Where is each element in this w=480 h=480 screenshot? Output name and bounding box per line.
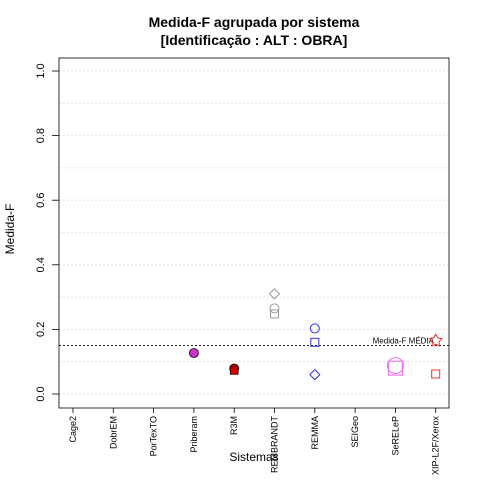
- data-point: [269, 303, 280, 314]
- y-tick-label: 0.8: [35, 128, 47, 143]
- x-tick-label: SeRELeP: [390, 416, 400, 456]
- data-point: [428, 333, 443, 347]
- x-tick-label: REMMA: [310, 416, 320, 450]
- data-point: [386, 357, 404, 375]
- reference-line-label: Medida-F MÉDIA: [373, 337, 435, 346]
- x-tick-label: PorTexTO: [149, 416, 159, 456]
- x-tick-label: XIP-L2F/Xerox: [431, 416, 441, 476]
- y-tick-label: 0.2: [35, 322, 47, 337]
- y-tick-label: 0.6: [35, 193, 47, 208]
- data-points: [188, 288, 443, 381]
- y-tick-label: 0.0: [35, 386, 47, 401]
- data-point: [268, 288, 281, 300]
- x-tick-label: REMBRANDT: [270, 416, 280, 474]
- y-axis: 0.0 0.2 0.4 0.6 0.8 1.0: [35, 63, 59, 402]
- data-point: [188, 348, 199, 358]
- data-point: [270, 309, 279, 319]
- y-axis-label: Medida-F: [3, 204, 17, 255]
- y-tick-label: 0.4: [35, 257, 47, 272]
- reference-line-group: Medida-F MÉDIA: [59, 337, 449, 346]
- data-point: [229, 366, 239, 375]
- chart-subtitle: [Identificação : ALT : OBRA]: [161, 32, 348, 48]
- plot-frame: [58, 57, 450, 409]
- chart-title: Medida-F agrupada por sistema: [149, 14, 360, 30]
- x-tick-label: Priberam: [189, 416, 199, 453]
- data-point: [431, 369, 441, 379]
- x-axis-label: Sistemas: [229, 450, 278, 464]
- data-point: [310, 337, 320, 347]
- data-point: [309, 323, 320, 334]
- x-tick-label: SEIGeo: [350, 416, 360, 448]
- data-point: [309, 368, 321, 381]
- x-axis: Cage2 DobrEM PorTexTO Priberam R3M REMBRANDT R…: [68, 408, 441, 475]
- y-tick-label: 1.0: [35, 63, 47, 78]
- x-tick-label: DobrEM: [108, 416, 118, 449]
- x-tick-label: Cage2: [68, 416, 78, 443]
- x-tick-label: R3M: [229, 416, 239, 435]
- data-point: [387, 360, 403, 376]
- grid-lines: [59, 70, 449, 395]
